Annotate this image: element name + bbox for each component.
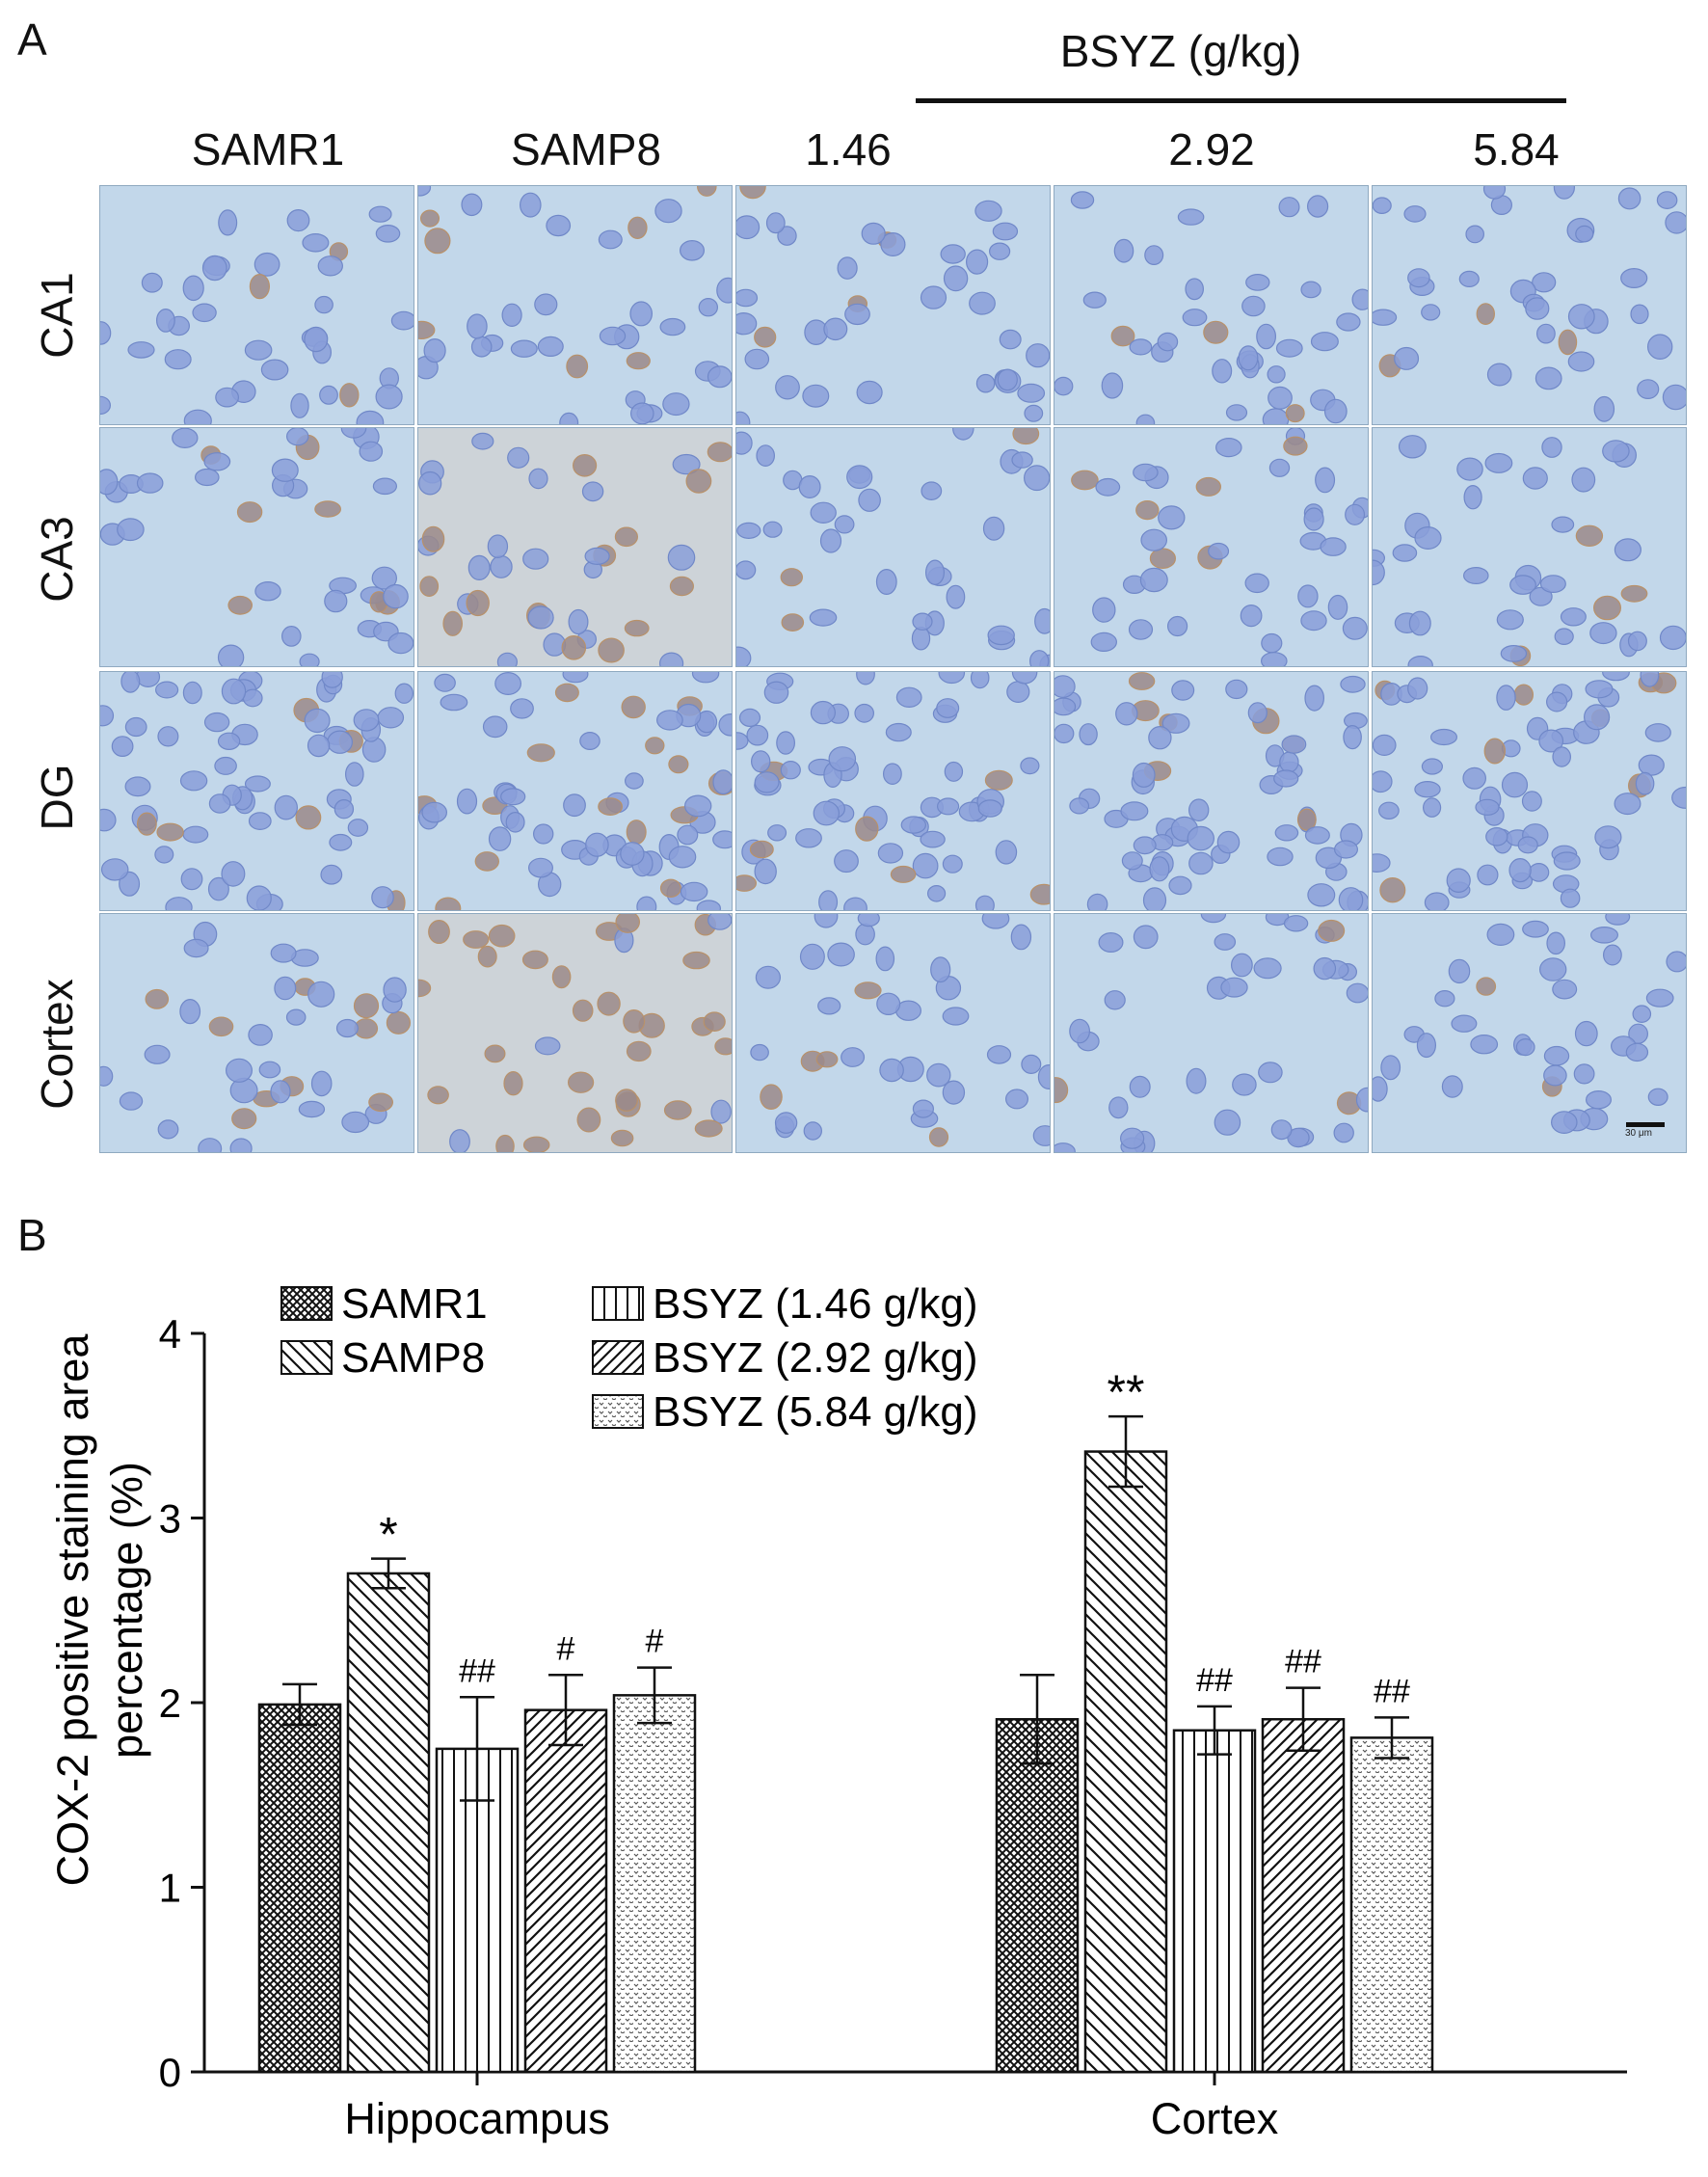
bar-hippocampus-series-5 (612, 1694, 697, 2074)
legend-label-1: SAMR1 (341, 1280, 488, 1328)
column-label-5-84: 5.84 (1473, 124, 1560, 175)
row-label-ca3: CA3 (32, 516, 82, 603)
column-label-1-46: 1.46 (805, 124, 892, 175)
micrograph-ca1-1-46 (735, 185, 1051, 425)
bar-hippocampus-series-3 (435, 1747, 520, 2074)
bar-cortex-series-2 (1083, 1450, 1168, 2074)
bar-hippocampus-series-2 (346, 1572, 431, 2074)
legend-swatch-3 (592, 1286, 644, 1321)
significance-mark: # (557, 1630, 575, 1667)
row-label-dg: DG (32, 764, 82, 831)
bar-cortex-series-3 (1172, 1729, 1257, 2074)
x-tick-label-hippocampus: Hippocampus (344, 2094, 609, 2143)
panel-a-label: A (17, 14, 47, 65)
bsyz-group-header: BSYZ (g/kg) (1059, 26, 1302, 76)
legend-label-5: BSYZ (5.84 g/kg) (653, 1388, 977, 1436)
micrograph-dg-samp8 (417, 671, 733, 911)
y-tick-label: 4 (159, 1311, 181, 1357)
y-tick-label: 0 (159, 2050, 181, 2095)
legend-label-4: BSYZ (2.92 g/kg) (653, 1334, 977, 1382)
micrograph-ca1-2-92 (1054, 185, 1369, 425)
significance-mark: ** (1108, 1365, 1145, 1419)
scale-bar-label: 30 μm (1625, 1128, 1652, 1139)
legend-label-2: SAMP8 (341, 1334, 485, 1382)
micrograph-ca1-5-84 (1372, 185, 1687, 425)
micrograph-cortex-samp8 (417, 913, 733, 1153)
micrograph-cortex-5-84 (1372, 913, 1687, 1153)
micrograph-dg-5-84 (1372, 671, 1687, 911)
micrograph-cortex-2-92 (1054, 913, 1369, 1153)
chart-bars: *### #**###### (257, 1365, 1434, 2074)
micrograph-ca1-samr1 (99, 185, 414, 425)
micrograph-cortex-samr1 (99, 913, 414, 1153)
micrograph-ca1-samp8 (417, 185, 733, 425)
bar-cortex-series-4 (1261, 1717, 1346, 2074)
column-label-samp8: SAMP8 (511, 124, 661, 175)
bar-cortex-series-1 (995, 1717, 1080, 2074)
chart-legend: SAMR1 SAMP8 BSYZ (1.46 g/kg) BSYZ (2.92 g/k… (280, 1280, 977, 1436)
significance-mark: ## (1196, 1662, 1233, 1699)
micrograph-ca3-samr1 (99, 427, 414, 667)
micrograph-cortex-1-46 (735, 913, 1051, 1153)
cox2-bar-chart: COX-2 positive staining area percentage … (48, 1280, 1627, 2143)
micrograph-dg-2-92 (1054, 671, 1369, 911)
bar-cortex-series-5 (1349, 1736, 1434, 2074)
micrograph-ca3-2-92 (1054, 427, 1369, 667)
micrograph-ca3-5-84 (1372, 427, 1687, 667)
y-axis-label-line-1: COX-2 positive staining area (48, 1333, 97, 1887)
significance-mark: ## (459, 1653, 495, 1689)
significance-mark: ## (1374, 1673, 1410, 1709)
bsyz-group-line (916, 98, 1566, 103)
micrograph-dg-samr1 (99, 671, 414, 911)
significance-mark: # (646, 1624, 664, 1660)
legend-label-3: BSYZ (1.46 g/kg) (653, 1280, 977, 1328)
scale-bar (1626, 1122, 1665, 1127)
legend-swatch-4 (592, 1340, 644, 1375)
row-label-cortex: Cortex (32, 979, 82, 1110)
y-axis-label-line-2: percentage (%) (102, 1462, 151, 1759)
column-label-2-92: 2.92 (1168, 124, 1255, 175)
column-label-samr1: SAMR1 (191, 124, 345, 175)
significance-mark: ## (1285, 1644, 1321, 1680)
significance-mark: * (379, 1508, 397, 1562)
bar-hippocampus-series-4 (523, 1708, 608, 2074)
legend-swatch-1 (280, 1286, 333, 1321)
micrograph-dg-1-46 (735, 671, 1051, 911)
y-tick-label: 3 (159, 1496, 181, 1542)
y-tick-label: 2 (159, 1680, 181, 1726)
x-tick-label-cortex: Cortex (1151, 2094, 1279, 2143)
micrograph-ca3-1-46 (735, 427, 1051, 667)
bar-hippocampus-series-1 (257, 1703, 342, 2074)
legend-swatch-2 (280, 1340, 333, 1375)
y-tick-label: 1 (159, 1866, 181, 1911)
row-label-ca1: CA1 (32, 272, 82, 359)
panel-b-label: B (17, 1210, 47, 1260)
legend-swatch-5 (592, 1394, 644, 1429)
micrograph-ca3-samp8 (417, 427, 733, 667)
